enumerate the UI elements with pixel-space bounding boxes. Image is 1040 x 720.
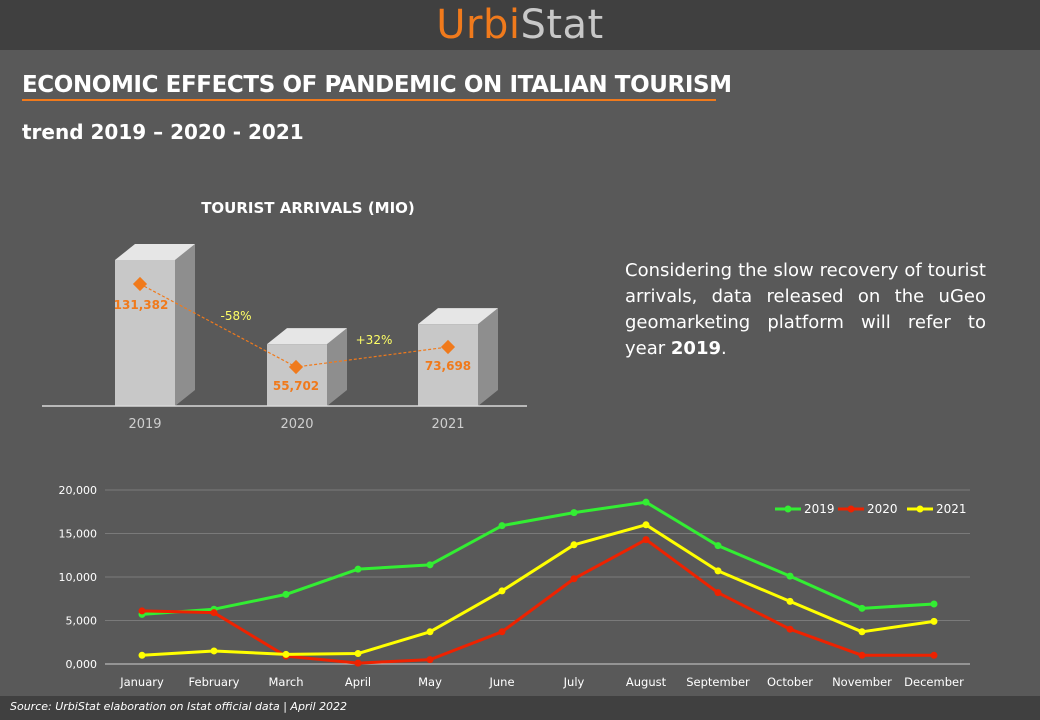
series-line-2021 [141, 523, 935, 657]
data-point-2019 [642, 498, 650, 506]
data-point-2021 [498, 587, 506, 595]
legend-label: 2021 [936, 502, 967, 516]
series-line-2020 [141, 538, 934, 665]
bar-top-2021 [418, 308, 498, 325]
explanatory-note: Considering the slow recovery of tourist… [625, 260, 986, 359]
data-point-2020 [930, 651, 938, 659]
data-point-2021 [858, 628, 866, 636]
data-point-2021 [426, 628, 434, 636]
bar-side-2021 [478, 308, 498, 406]
bar-value-label: 73,698 [425, 359, 471, 373]
x-tick-label: November [832, 675, 892, 689]
data-point-2019 [786, 572, 794, 580]
data-point-2019 [426, 561, 434, 569]
x-tick-label: February [189, 675, 240, 689]
bar-top-2019 [115, 244, 195, 260]
bar-chart-title: TOURIST ARRIVALS (MIO) [201, 199, 415, 217]
page-title: ECONOMIC EFFECTS OF PANDEMIC ON ITALIAN … [22, 72, 732, 98]
y-tick-label: 10,000 [59, 571, 98, 584]
data-point-2020 [714, 589, 722, 597]
bar-side-2020 [327, 328, 347, 406]
data-point-2021 [570, 541, 578, 549]
data-point-2021 [282, 650, 290, 658]
bar-side-2019 [175, 244, 195, 406]
legend-marker-2020 [847, 505, 855, 513]
x-tick-label: December [904, 675, 964, 689]
series-line-2019 [141, 500, 935, 616]
legend-label: 2020 [867, 502, 898, 516]
data-point-2019 [498, 522, 506, 530]
y-tick-label: 0,000 [66, 658, 98, 671]
bar-value-label: 131,382 [114, 298, 169, 312]
data-point-2020 [570, 575, 578, 583]
data-point-2019 [858, 604, 866, 612]
source-note: Source: UrbiStat elaboration on Istat of… [10, 700, 348, 713]
data-point-2020 [354, 659, 362, 667]
x-tick-label: June [488, 675, 514, 689]
x-tick-label: October [767, 675, 813, 689]
x-tick-label: March [268, 675, 303, 689]
trend-marker-2020 [288, 359, 304, 375]
change-label: +32% [356, 333, 393, 347]
bar-2021 [418, 324, 478, 406]
data-point-2021 [642, 521, 650, 529]
y-tick-label: 20,000 [59, 484, 98, 497]
footer-bar: Source: UrbiStat elaboration on Istat of… [0, 696, 1040, 720]
data-point-2021 [930, 617, 938, 625]
data-point-2021 [714, 567, 722, 575]
data-point-2021 [138, 651, 146, 659]
legend-label: 2019 [804, 502, 835, 516]
trend-marker-2021 [440, 339, 456, 355]
x-tick-label: September [686, 675, 750, 689]
legend-marker-2021 [916, 505, 924, 513]
data-point-2020 [642, 536, 650, 544]
data-point-2019 [930, 600, 938, 608]
legend-marker-2019 [784, 505, 792, 513]
bar-value-label: 55,702 [273, 379, 319, 393]
bar-category-label: 2019 [128, 417, 161, 432]
trend-marker-2019 [132, 276, 148, 292]
data-point-2019 [714, 542, 722, 550]
top-bar [0, 0, 1040, 50]
x-tick-label: January [119, 675, 164, 689]
page-subtitle: trend 2019 – 2020 - 2021 [22, 120, 304, 144]
data-point-2020 [138, 607, 146, 615]
bar-category-label: 2021 [431, 417, 464, 432]
title-underline [22, 99, 716, 101]
data-point-2019 [282, 590, 290, 598]
data-point-2020 [426, 656, 434, 664]
data-point-2020 [210, 609, 218, 617]
data-point-2019 [354, 565, 362, 573]
x-tick-label: May [418, 675, 442, 689]
y-tick-label: 15,000 [59, 528, 98, 541]
y-tick-label: 5,000 [66, 615, 98, 628]
data-point-2021 [210, 647, 218, 655]
data-point-2020 [858, 651, 866, 659]
x-tick-label: April [345, 675, 371, 689]
data-point-2020 [498, 628, 506, 636]
bar-top-2020 [267, 328, 347, 345]
data-point-2019 [570, 509, 578, 517]
data-point-2020 [786, 625, 794, 633]
bar-2020 [267, 344, 327, 406]
data-point-2021 [786, 597, 794, 605]
bar-category-label: 2020 [280, 417, 313, 432]
x-tick-label: July [563, 675, 585, 689]
urbistat-logo: UrbiStat [436, 2, 604, 48]
change-label: -58% [220, 309, 251, 323]
x-tick-label: August [626, 675, 667, 689]
data-point-2021 [354, 650, 362, 658]
